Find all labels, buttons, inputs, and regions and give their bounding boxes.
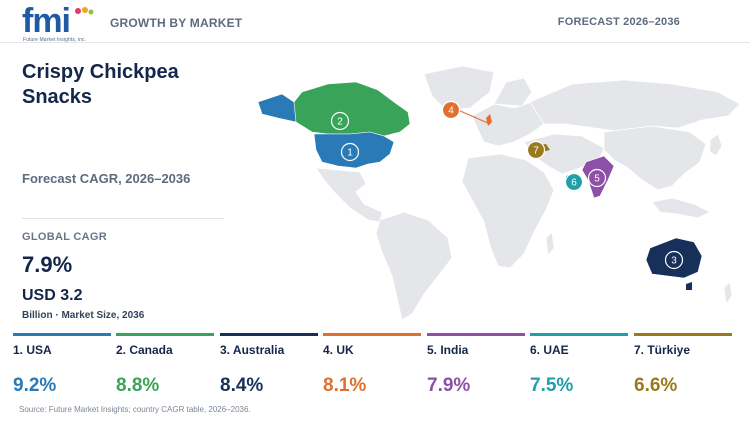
country-color-bar <box>427 333 525 336</box>
world-landmass <box>315 65 741 321</box>
marker-uae-label: 6 <box>571 178 577 189</box>
world-map: 1 2 3 4 5 6 7 <box>257 65 741 321</box>
global-cagr-value: 7.9% <box>22 252 73 277</box>
country-cagr: 7.5% <box>530 375 574 396</box>
country-name: 5. India <box>427 343 469 357</box>
country-name: 7. Türkiye <box>634 343 691 357</box>
country-card-uae[interactable]: 6. UAE 7.5% <box>530 333 628 403</box>
country-name: 2. Canada <box>116 343 173 357</box>
market-size-value: USD 3.2 <box>22 287 83 304</box>
country-color-bar <box>13 333 111 336</box>
marker-turkiye-label: 7 <box>533 146 539 157</box>
map-usa-alaska[interactable] <box>257 93 297 123</box>
country-card-usa[interactable]: 1. USA 9.2% <box>13 333 111 403</box>
marker-india-label: 5 <box>594 174 600 185</box>
logo-wordmark: fmi <box>22 2 71 40</box>
marker-usa[interactable]: 1 <box>340 142 360 162</box>
logo-dots-icon <box>75 7 94 15</box>
country-cagr: 8.4% <box>220 375 264 396</box>
forecast-subtitle: Forecast CAGR, 2026–2036 <box>22 171 191 186</box>
country-cagr: 9.2% <box>13 375 57 396</box>
country-color-bar <box>634 333 732 336</box>
country-cagr: 6.6% <box>634 375 678 396</box>
country-card-australia[interactable]: 3. Australia 8.4% <box>220 333 318 403</box>
marker-india[interactable]: 5 <box>587 168 607 188</box>
source-note: Source: Future Market Insights; country … <box>19 405 251 414</box>
country-color-bar <box>323 333 421 336</box>
section-label: GROWTH BY MARKET <box>110 16 243 30</box>
header-bar: fmi Future Market Insights, inc. GROWTH … <box>0 0 750 43</box>
marker-canada-label: 2 <box>337 117 343 128</box>
country-cagr: 8.8% <box>116 375 160 396</box>
marker-uk[interactable]: 4 <box>441 100 461 120</box>
country-cagr-list: 1. USA 9.2% 2. Canada 8.8% 3. Australia … <box>0 333 750 403</box>
map-canada[interactable] <box>257 81 411 137</box>
map-tasmania <box>686 282 692 290</box>
uk-connector-line <box>457 109 491 125</box>
marker-canada[interactable]: 2 <box>330 111 350 131</box>
marker-usa-label: 1 <box>347 148 353 159</box>
country-name: 4. UK <box>323 343 354 357</box>
global-cagr-label: GLOBAL CAGR <box>22 231 107 243</box>
country-color-bar <box>220 333 318 336</box>
fmi-logo[interactable]: fmi Future Market Insights, inc. <box>22 2 94 46</box>
logo-subtext: Future Market Insights, inc. <box>23 37 87 43</box>
country-name: 3. Australia <box>220 343 285 357</box>
country-color-bar <box>116 333 214 336</box>
marker-uk-label: 4 <box>448 106 454 117</box>
country-card-turkiye[interactable]: 7. Türkiye 6.6% <box>634 333 732 403</box>
market-size-unit: Billion · Market Size, 2036 <box>22 310 145 321</box>
country-name: 6. UAE <box>530 343 569 357</box>
marker-australia[interactable]: 3 <box>664 250 684 270</box>
page-title: Crispy Chickpea Snacks <box>22 61 179 108</box>
country-card-uk[interactable]: 4. UK 8.1% <box>323 333 421 403</box>
marker-turkiye[interactable]: 7 <box>526 140 546 160</box>
country-card-india[interactable]: 5. India 7.9% <box>427 333 525 403</box>
marker-australia-label: 3 <box>671 256 677 267</box>
divider <box>22 218 224 219</box>
forecast-label: FORECAST 2026–2036 <box>557 16 680 28</box>
country-card-canada[interactable]: 2. Canada 8.8% <box>116 333 214 403</box>
country-name: 1. USA <box>13 343 52 357</box>
marker-uae[interactable]: 6 <box>564 172 584 192</box>
country-color-bar <box>530 333 628 336</box>
country-cagr: 8.1% <box>323 375 367 396</box>
country-cagr: 7.9% <box>427 375 471 396</box>
